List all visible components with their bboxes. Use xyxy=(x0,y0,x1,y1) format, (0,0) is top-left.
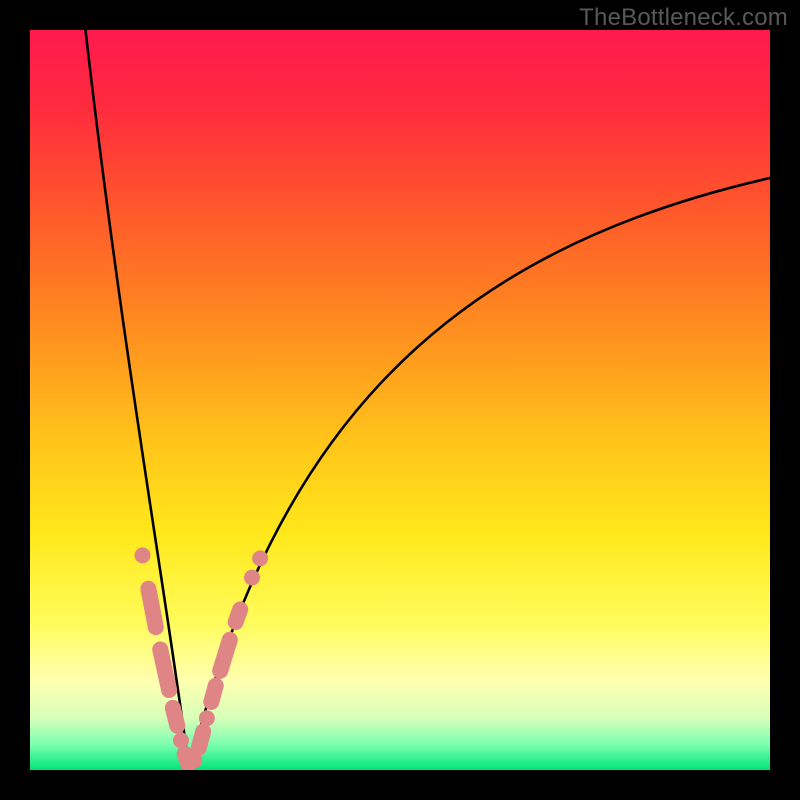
series-marker-capsule xyxy=(148,589,155,627)
bottleneck-chart xyxy=(0,0,800,800)
chart-stage: TheBottleneck.com xyxy=(0,0,800,800)
series-marker-capsule xyxy=(199,732,203,748)
series-marker-capsule xyxy=(211,686,215,702)
series-marker xyxy=(134,547,150,563)
series-marker-capsule xyxy=(236,609,240,622)
series-marker-capsule xyxy=(173,708,177,726)
series-marker xyxy=(244,570,260,586)
watermark-text: TheBottleneck.com xyxy=(579,4,788,32)
series-marker-capsule xyxy=(220,640,230,671)
series-marker xyxy=(252,550,268,566)
plot-bg xyxy=(30,30,770,770)
series-marker xyxy=(199,710,215,726)
series-marker-capsule xyxy=(160,649,169,690)
